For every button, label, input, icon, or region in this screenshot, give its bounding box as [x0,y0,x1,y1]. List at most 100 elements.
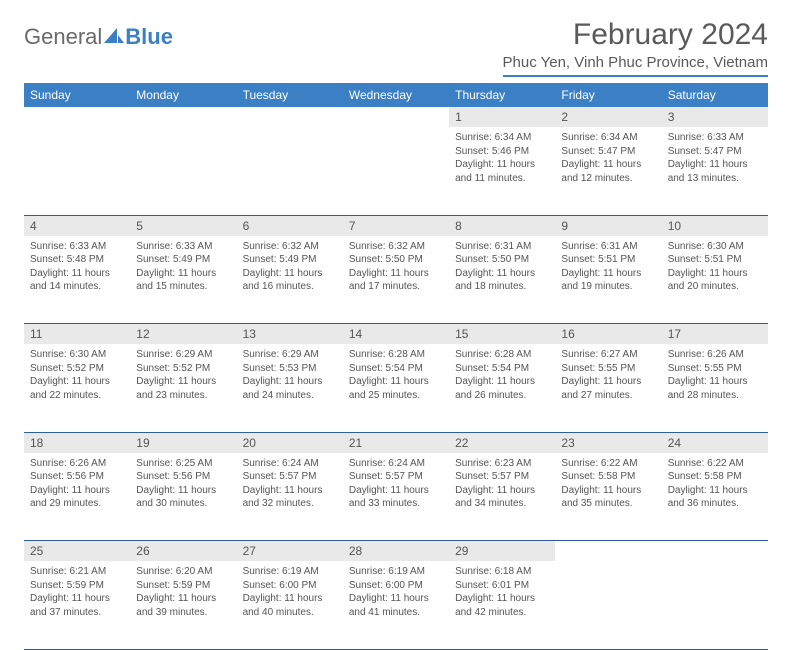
sunrise-text: Sunrise: 6:34 AM [561,131,655,145]
sunrise-text: Sunrise: 6:23 AM [455,457,549,471]
day-body-cell: Sunrise: 6:33 AMSunset: 5:48 PMDaylight:… [24,236,130,324]
day-number-cell: 19 [130,432,236,453]
sunrise-text: Sunrise: 6:19 AM [243,565,337,579]
day-number-cell: 20 [237,432,343,453]
day-number: 28 [349,544,362,558]
sunset-text: Sunset: 5:54 PM [349,362,443,376]
daylight-text: and 24 minutes. [243,389,337,403]
sunrise-text: Sunrise: 6:27 AM [561,348,655,362]
daylight-text: and 34 minutes. [455,497,549,511]
day-body-cell [343,127,449,215]
daylight-text: and 40 minutes. [243,606,337,620]
daylight-text: and 42 minutes. [455,606,549,620]
day-number: 2 [561,110,568,124]
day-body-cell: Sunrise: 6:26 AMSunset: 5:55 PMDaylight:… [662,344,768,432]
sunrise-text: Sunrise: 6:24 AM [243,457,337,471]
brand-sail-icon [104,24,124,50]
sunrise-text: Sunrise: 6:26 AM [668,348,762,362]
daylight-text: and 11 minutes. [455,172,549,186]
daylight-text: and 17 minutes. [349,280,443,294]
sunset-text: Sunset: 5:47 PM [668,145,762,159]
daylight-text: Daylight: 11 hours [30,267,124,281]
day-body-cell: Sunrise: 6:32 AMSunset: 5:49 PMDaylight:… [237,236,343,324]
daylight-text: Daylight: 11 hours [455,592,549,606]
day-number-cell: 28 [343,541,449,562]
day-details: Sunrise: 6:24 AMSunset: 5:57 PMDaylight:… [343,453,449,515]
day-number: 6 [243,219,250,233]
day-number-cell: 12 [130,324,236,345]
day-details: Sunrise: 6:27 AMSunset: 5:55 PMDaylight:… [555,344,661,406]
daylight-text: and 13 minutes. [668,172,762,186]
day-details: Sunrise: 6:25 AMSunset: 5:56 PMDaylight:… [130,453,236,515]
sunrise-text: Sunrise: 6:30 AM [668,240,762,254]
day-number-cell: 2 [555,107,661,127]
daynum-row: 2526272829 [24,541,768,562]
day-number-cell: 1 [449,107,555,127]
day-body-cell: Sunrise: 6:28 AMSunset: 5:54 PMDaylight:… [343,344,449,432]
week-row: Sunrise: 6:26 AMSunset: 5:56 PMDaylight:… [24,453,768,541]
location-label: Phuc Yen, Vinh Phuc Province, Vietnam [503,54,768,77]
daylight-text: and 15 minutes. [136,280,230,294]
day-details: Sunrise: 6:22 AMSunset: 5:58 PMDaylight:… [555,453,661,515]
day-body-cell [24,127,130,215]
day-number-cell: 23 [555,432,661,453]
sunrise-text: Sunrise: 6:32 AM [243,240,337,254]
day-number-cell [130,107,236,127]
daylight-text: and 32 minutes. [243,497,337,511]
daylight-text: and 30 minutes. [136,497,230,511]
day-body-cell: Sunrise: 6:19 AMSunset: 6:00 PMDaylight:… [343,561,449,649]
sunset-text: Sunset: 5:51 PM [668,253,762,267]
day-number: 21 [349,436,362,450]
day-body-cell [662,561,768,649]
daylight-text: Daylight: 11 hours [30,375,124,389]
daylight-text: Daylight: 11 hours [30,592,124,606]
weekday-header: Wednesday [343,83,449,107]
sunrise-text: Sunrise: 6:29 AM [243,348,337,362]
day-body-cell: Sunrise: 6:33 AMSunset: 5:49 PMDaylight:… [130,236,236,324]
day-details: Sunrise: 6:34 AMSunset: 5:46 PMDaylight:… [449,127,555,189]
brand-part1: General [24,24,102,50]
sunset-text: Sunset: 5:52 PM [136,362,230,376]
day-body-cell: Sunrise: 6:21 AMSunset: 5:59 PMDaylight:… [24,561,130,649]
sunset-text: Sunset: 6:00 PM [243,579,337,593]
day-body-cell: Sunrise: 6:28 AMSunset: 5:54 PMDaylight:… [449,344,555,432]
day-details: Sunrise: 6:31 AMSunset: 5:51 PMDaylight:… [555,236,661,298]
sunset-text: Sunset: 5:54 PM [455,362,549,376]
daynum-row: 123 [24,107,768,127]
day-body-cell [555,561,661,649]
day-number: 26 [136,544,149,558]
daynum-row: 11121314151617 [24,324,768,345]
day-number-cell: 13 [237,324,343,345]
day-number-cell: 7 [343,215,449,236]
daylight-text: Daylight: 11 hours [243,267,337,281]
day-number: 11 [30,327,42,341]
daynum-row: 45678910 [24,215,768,236]
daylight-text: and 29 minutes. [30,497,124,511]
brand-logo: General Blue [24,18,173,50]
day-body-cell: Sunrise: 6:25 AMSunset: 5:56 PMDaylight:… [130,453,236,541]
sunset-text: Sunset: 5:59 PM [30,579,124,593]
sunrise-text: Sunrise: 6:32 AM [349,240,443,254]
day-number: 12 [136,327,149,341]
daynum-row: 18192021222324 [24,432,768,453]
weekday-header: Sunday [24,83,130,107]
day-number-cell [555,541,661,562]
day-number-cell: 11 [24,324,130,345]
daylight-text: and 23 minutes. [136,389,230,403]
day-details: Sunrise: 6:19 AMSunset: 6:00 PMDaylight:… [237,561,343,623]
day-number-cell: 18 [24,432,130,453]
day-number-cell: 21 [343,432,449,453]
daylight-text: Daylight: 11 hours [136,267,230,281]
day-number-cell: 29 [449,541,555,562]
brand-part2: Blue [125,24,173,50]
day-number-cell: 5 [130,215,236,236]
day-number: 9 [561,219,568,233]
daylight-text: and 19 minutes. [561,280,655,294]
sunset-text: Sunset: 5:56 PM [30,470,124,484]
weekday-header-row: Sunday Monday Tuesday Wednesday Thursday… [24,83,768,107]
sunrise-text: Sunrise: 6:22 AM [668,457,762,471]
weekday-header: Saturday [662,83,768,107]
day-details: Sunrise: 6:32 AMSunset: 5:49 PMDaylight:… [237,236,343,298]
daylight-text: and 37 minutes. [30,606,124,620]
sunrise-text: Sunrise: 6:21 AM [30,565,124,579]
